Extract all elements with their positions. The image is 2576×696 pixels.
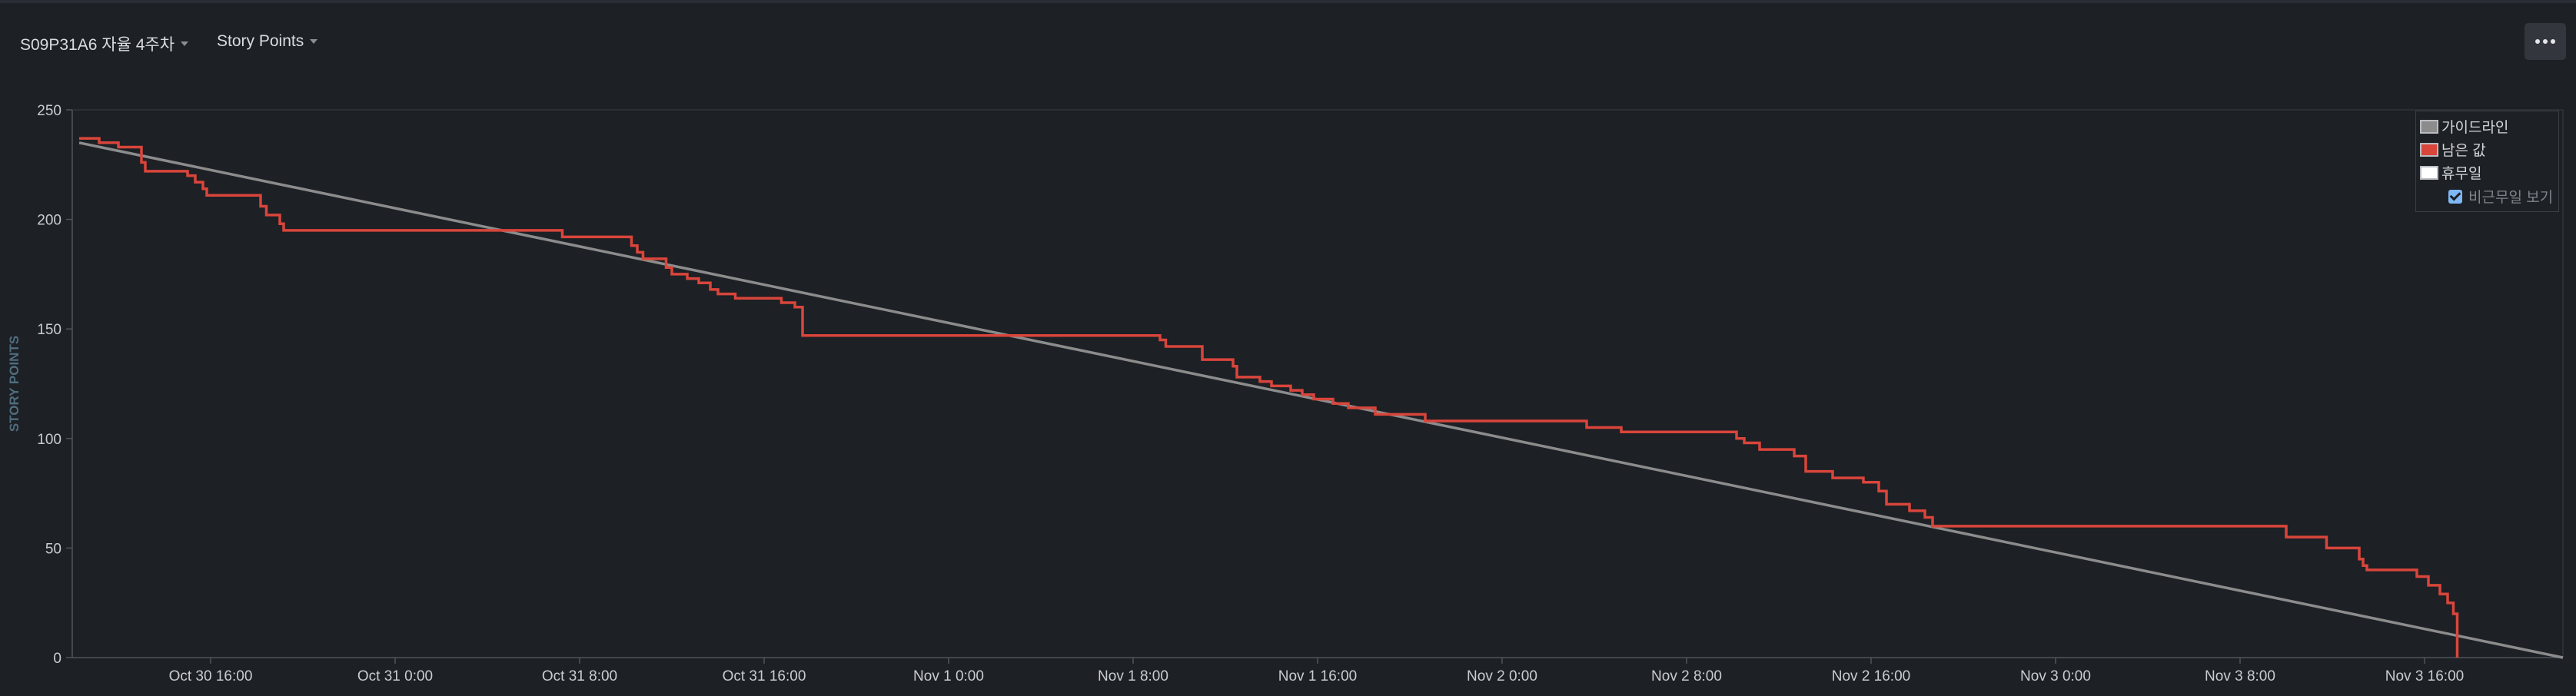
x-tick-label: Oct 31 8:00 <box>542 668 617 684</box>
x-tick-label: Nov 3 8:00 <box>2205 668 2275 684</box>
legend-swatch-remaining <box>2420 142 2438 157</box>
legend-swatch-guideline <box>2420 119 2438 134</box>
show-non-working-label: 비근무일 보기 <box>2468 190 2554 206</box>
more-horizontal-icon <box>2535 39 2540 44</box>
legend-label: 가이드라인 <box>2441 120 2509 136</box>
y-tick-label: 50 <box>45 541 61 557</box>
y-tick-label: 200 <box>37 213 61 229</box>
x-tick-label: Nov 2 0:00 <box>1467 668 1537 684</box>
chart-legend: 가이드라인 남은 값 휴무일 비근무일 보기 <box>2415 111 2559 212</box>
x-tick-label: Nov 1 0:00 <box>913 668 984 684</box>
legend-swatch-holiday <box>2420 165 2438 180</box>
x-tick-label: Nov 3 0:00 <box>2020 668 2091 684</box>
x-tick-label: Nov 2 16:00 <box>1832 668 1910 684</box>
x-tick-label: Oct 30 16:00 <box>169 668 253 684</box>
x-tick-label: Nov 2 8:00 <box>1651 668 1722 684</box>
metric-dropdown[interactable]: Story Points <box>217 32 318 51</box>
y-axis-label: STORY POINTS <box>7 336 22 432</box>
x-tick-label: Nov 1 8:00 <box>1098 668 1168 684</box>
y-tick-label: 100 <box>37 432 61 448</box>
y-tick-label: 0 <box>53 651 61 667</box>
x-tick-label: Oct 31 0:00 <box>357 668 433 684</box>
checkbox-checked-icon[interactable] <box>2448 189 2462 204</box>
show-non-working-toggle[interactable]: 비근무일 보기 <box>2448 186 2553 207</box>
chevron-down-icon <box>310 39 318 44</box>
more-dot <box>2543 39 2548 44</box>
y-tick-label: 150 <box>37 322 61 338</box>
legend-item-holiday[interactable]: 휴무일 <box>2420 162 2481 183</box>
chart-toolbar: S09P31A6 자율 4주차 Story Points <box>0 14 2576 72</box>
more-options-button[interactable] <box>2524 23 2566 60</box>
top-divider <box>0 0 2576 3</box>
remaining-series <box>79 137 2459 658</box>
legend-label: 휴무일 <box>2441 166 2482 182</box>
legend-label: 남은 값 <box>2441 143 2486 159</box>
x-tick-label: Oct 31 16:00 <box>723 668 806 684</box>
legend-item-remaining[interactable]: 남은 값 <box>2420 139 2486 160</box>
sprint-dropdown[interactable]: S09P31A6 자율 4주차 <box>20 32 189 55</box>
more-dot <box>2551 39 2555 44</box>
x-tick-label: Nov 3 16:00 <box>2385 668 2464 684</box>
metric-dropdown-label: Story Points <box>217 32 304 50</box>
legend-item-guideline[interactable]: 가이드라인 <box>2420 116 2508 137</box>
x-tick-label: Nov 1 16:00 <box>1278 668 1357 684</box>
y-tick-label: 250 <box>37 103 61 119</box>
sprint-dropdown-label: S09P31A6 자율 4주차 <box>20 36 175 54</box>
chevron-down-icon <box>181 41 189 46</box>
